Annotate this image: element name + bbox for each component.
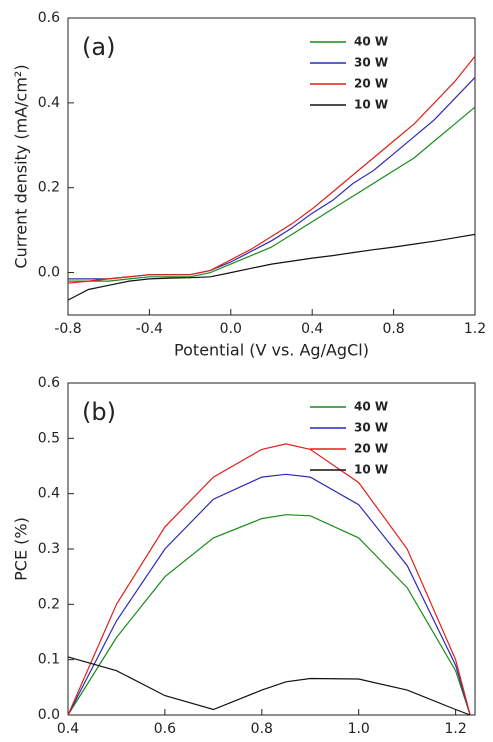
- legend-label: 30 W: [354, 421, 388, 435]
- x-tick-label: 0.0: [220, 321, 242, 337]
- x-tick-label: 0.6: [154, 721, 176, 737]
- y-tick-label: 0.0: [38, 265, 60, 281]
- x-tick-label: 0.4: [301, 321, 323, 337]
- panel-label: (b): [82, 398, 116, 426]
- plot-frame: [67, 17, 476, 316]
- y-tick-label: 0.2: [38, 180, 60, 196]
- y-tick-label: 0.3: [38, 541, 60, 557]
- series-line: [67, 233, 476, 301]
- y-tick-label: 0.6: [38, 375, 60, 391]
- x-tick-label: -0.4: [136, 321, 163, 337]
- y-axis-label: PCE (%): [12, 517, 31, 581]
- y-tick-label: 0.4: [38, 95, 60, 111]
- x-tick-label: -0.8: [54, 321, 81, 337]
- x-tick-label: 1.2: [464, 321, 486, 337]
- y-axis-label: Current density (mA/cm²): [12, 64, 31, 268]
- y-tick-label: 0.2: [38, 596, 60, 612]
- y-tick-label: 0.0: [38, 707, 60, 723]
- legend-label: 40 W: [354, 400, 388, 414]
- plot-frame: [67, 382, 476, 716]
- series-line: [67, 514, 471, 716]
- series-line: [68, 76, 476, 280]
- series-line: [67, 443, 471, 716]
- y-tick-label: 0.6: [38, 10, 60, 26]
- series-line: [67, 656, 471, 716]
- x-tick-label: 1.0: [348, 721, 370, 737]
- legend-label: 30 W: [354, 56, 388, 70]
- legend-label: 10 W: [354, 98, 388, 112]
- legend-label: 20 W: [354, 442, 388, 456]
- x-tick-label: 0.4: [57, 721, 79, 737]
- series-line: [67, 473, 471, 716]
- x-tick-label: 0.8: [382, 321, 404, 337]
- legend-label: 20 W: [354, 77, 388, 91]
- y-tick-label: 0.4: [38, 486, 60, 502]
- series-line: [67, 55, 476, 284]
- x-axis-label: Potential (V vs. Ag/AgCl): [174, 341, 369, 360]
- series-line: [68, 106, 476, 282]
- y-tick-label: 0.1: [38, 652, 60, 668]
- legend-label: 40 W: [354, 35, 388, 49]
- y-tick-label: 0.5: [38, 430, 60, 446]
- x-tick-label: 1.2: [444, 721, 466, 737]
- legend-label: 10 W: [354, 463, 388, 477]
- x-axis-label: Potential (V vs. RHE): [189, 741, 354, 742]
- x-tick-label: 0.8: [251, 721, 273, 737]
- panel-label: (a): [82, 33, 115, 61]
